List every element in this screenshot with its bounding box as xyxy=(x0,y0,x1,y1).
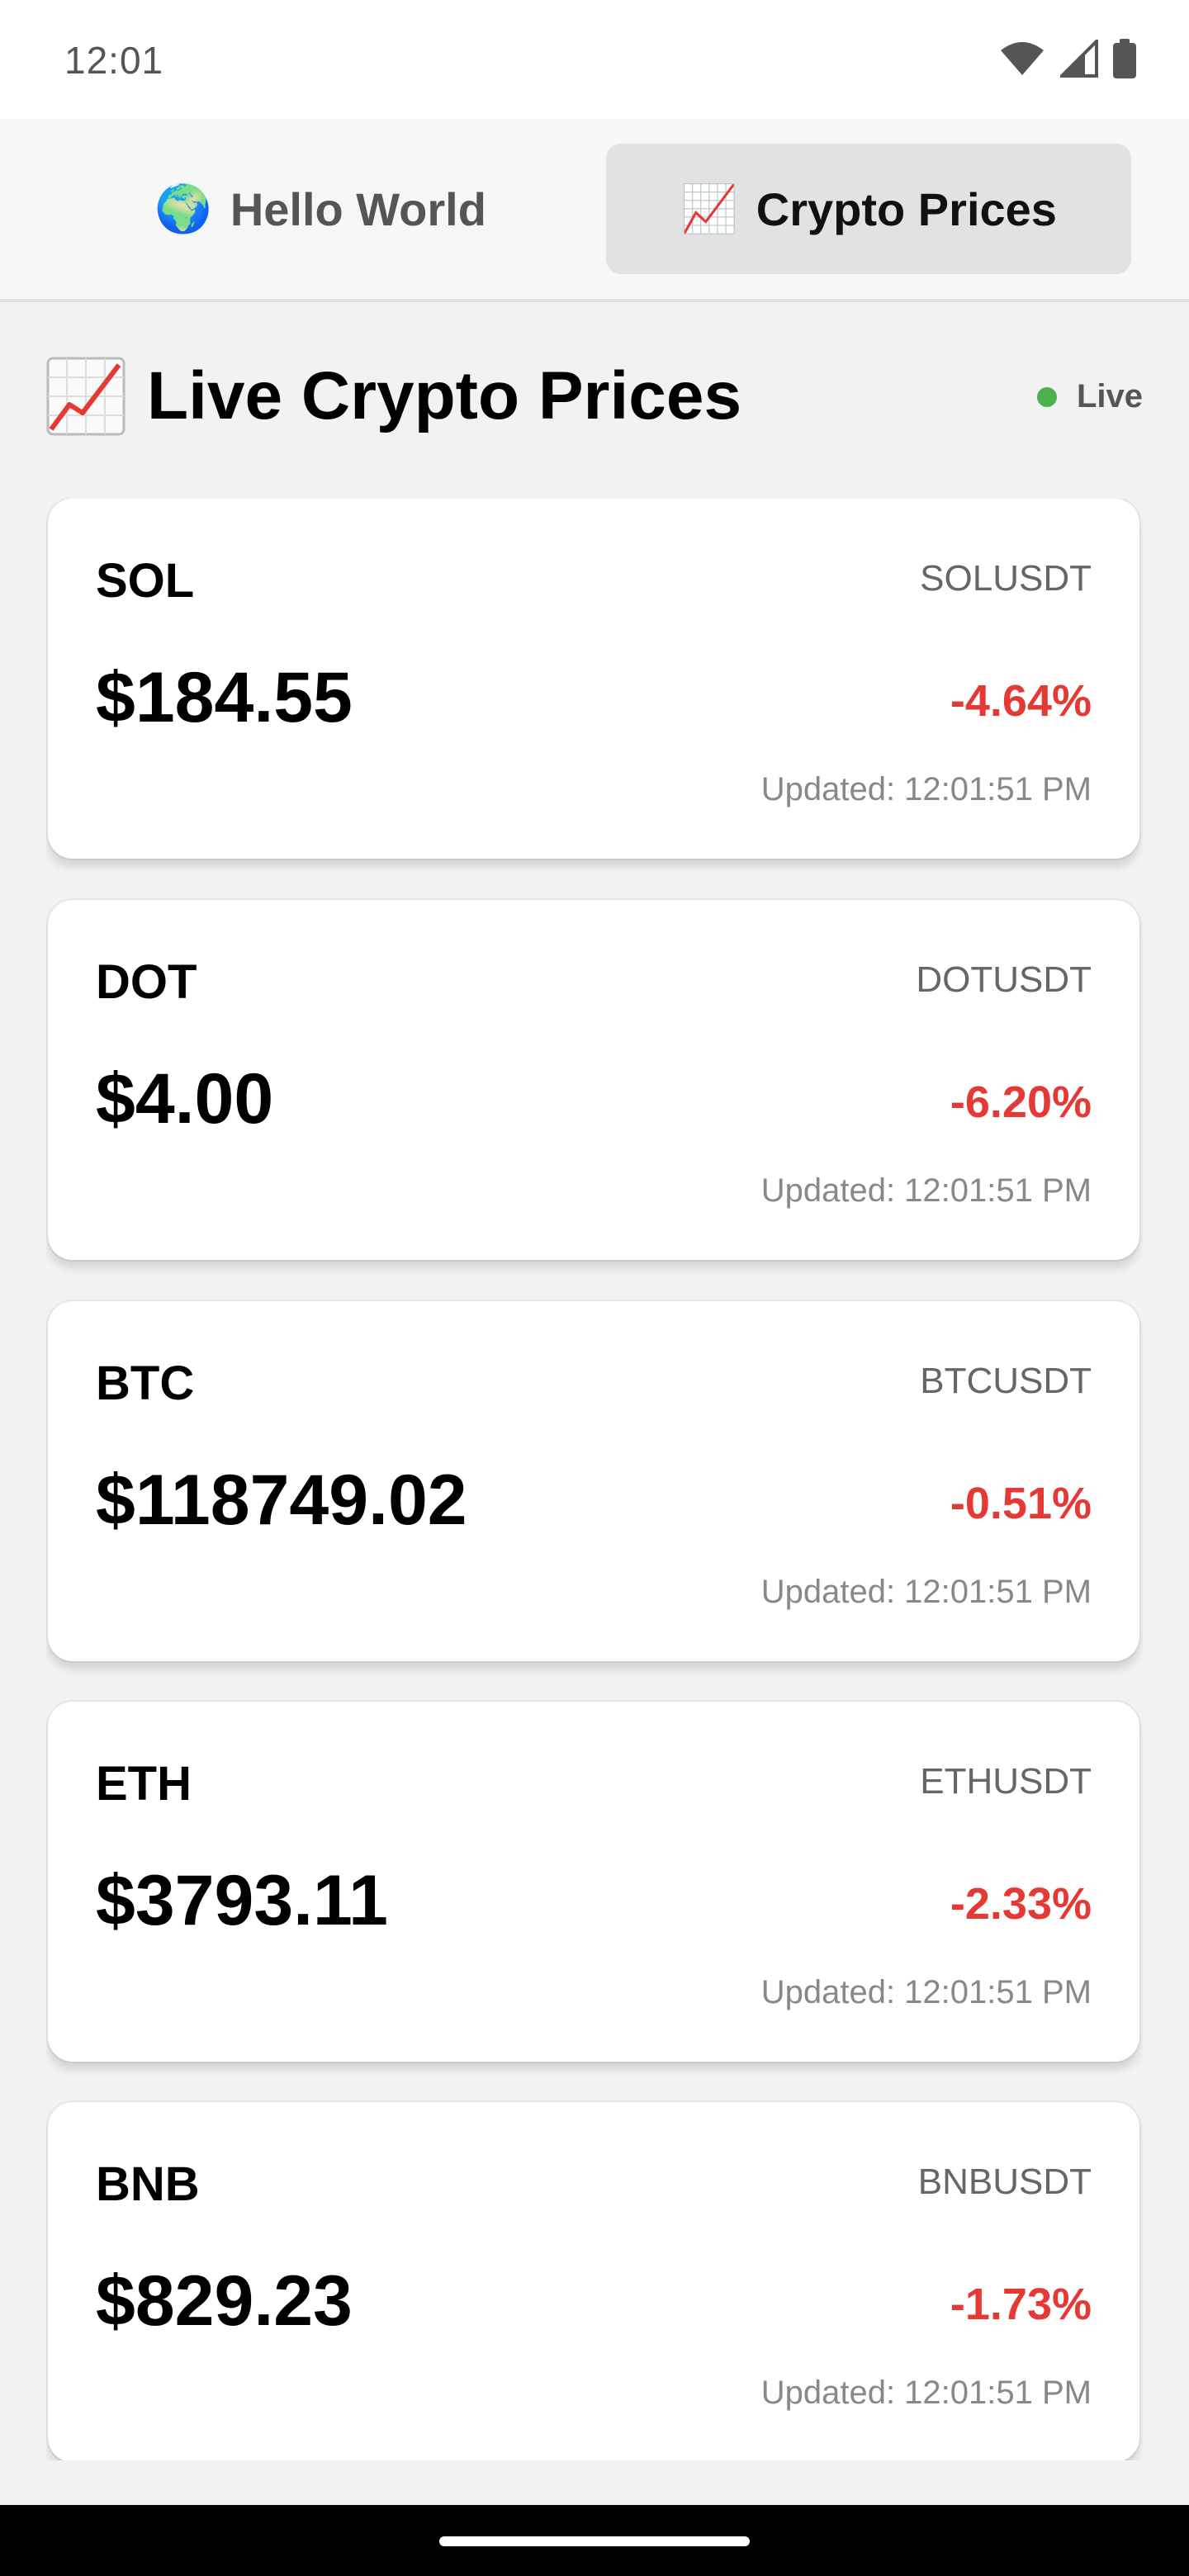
status-bar: 12:01 xyxy=(0,0,1189,119)
chart-increasing-icon: 📈 xyxy=(680,182,738,236)
trading-pair: DOTUSDT xyxy=(916,959,1092,1000)
price-change-percent: -6.20% xyxy=(950,1077,1092,1127)
price-change-percent: -4.64% xyxy=(950,676,1092,726)
coin-symbol: DOT xyxy=(96,955,197,1009)
live-status-dot xyxy=(1036,386,1057,407)
chart-increasing-icon xyxy=(46,357,126,436)
tab-crypto-prices[interactable]: 📈 Crypto Prices xyxy=(606,144,1131,274)
price-change-percent: -1.73% xyxy=(950,2280,1092,2329)
tab-label: Crypto Prices xyxy=(756,182,1057,235)
battery-icon xyxy=(1113,39,1136,78)
price-card-btc[interactable]: BTC BTCUSDT $118749.02 -0.51% Updated: 1… xyxy=(48,1301,1139,1661)
price-change-percent: -0.51% xyxy=(950,1479,1092,1528)
updated-timestamp: Updated: 12:01:51 PM xyxy=(760,1974,1092,2010)
wifi-icon xyxy=(999,40,1045,77)
coin-price: $829.23 xyxy=(96,2261,353,2341)
tab-bar: 🌍 Hello World 📈 Crypto Prices xyxy=(0,119,1189,302)
price-card-bnb[interactable]: BNB BNBUSDT $829.23 -1.73% Updated: 12:0… xyxy=(48,2102,1139,2460)
cellular-signal-icon xyxy=(1060,40,1098,78)
updated-timestamp: Updated: 12:01:51 PM xyxy=(760,2375,1092,2411)
coin-symbol: ETH xyxy=(96,1757,192,1811)
updated-timestamp: Updated: 12:01:51 PM xyxy=(760,771,1092,807)
live-label: Live xyxy=(1076,378,1143,414)
coin-price: $184.55 xyxy=(96,658,353,737)
coin-symbol: BTC xyxy=(96,1357,195,1410)
status-time: 12:01 xyxy=(64,39,164,82)
live-indicator: Live xyxy=(1036,378,1143,415)
coin-price: $118749.02 xyxy=(96,1461,467,1540)
tab-label: Hello World xyxy=(230,182,486,235)
home-gesture-handle[interactable] xyxy=(439,2536,750,2546)
page-title-text: Live Crypto Prices xyxy=(147,358,742,433)
trading-pair: SOLUSDT xyxy=(920,558,1092,599)
trading-pair: BNBUSDT xyxy=(917,2162,1092,2202)
price-change-percent: -2.33% xyxy=(950,1879,1092,1929)
globe-icon: 🌍 xyxy=(154,182,212,236)
page-header: Live Crypto Prices Live xyxy=(46,347,1143,446)
updated-timestamp: Updated: 12:01:51 PM xyxy=(760,1574,1092,1610)
tab-hello-world[interactable]: 🌍 Hello World xyxy=(58,144,583,274)
status-icons xyxy=(999,38,1136,79)
updated-timestamp: Updated: 12:01:51 PM xyxy=(760,1172,1092,1209)
price-card-dot[interactable]: DOT DOTUSDT $4.00 -6.20% Updated: 12:01:… xyxy=(48,900,1139,1260)
price-card-sol[interactable]: SOL SOLUSDT $184.55 -4.64% Updated: 12:0… xyxy=(48,499,1139,859)
page-title: Live Crypto Prices xyxy=(46,347,741,446)
trading-pair: BTCUSDT xyxy=(920,1361,1092,1401)
coin-symbol: SOL xyxy=(96,554,195,608)
price-card-list[interactable]: SOL SOLUSDT $184.55 -4.64% Updated: 12:0… xyxy=(46,499,1143,2460)
price-card-eth[interactable]: ETH ETHUSDT $3793.11 -2.33% Updated: 12:… xyxy=(48,1702,1139,2062)
system-navigation-bar xyxy=(0,2505,1189,2576)
coin-symbol: BNB xyxy=(96,2157,200,2211)
coin-price: $4.00 xyxy=(96,1059,274,1139)
coin-price: $3793.11 xyxy=(96,1861,388,1940)
trading-pair: ETHUSDT xyxy=(920,1761,1092,1802)
